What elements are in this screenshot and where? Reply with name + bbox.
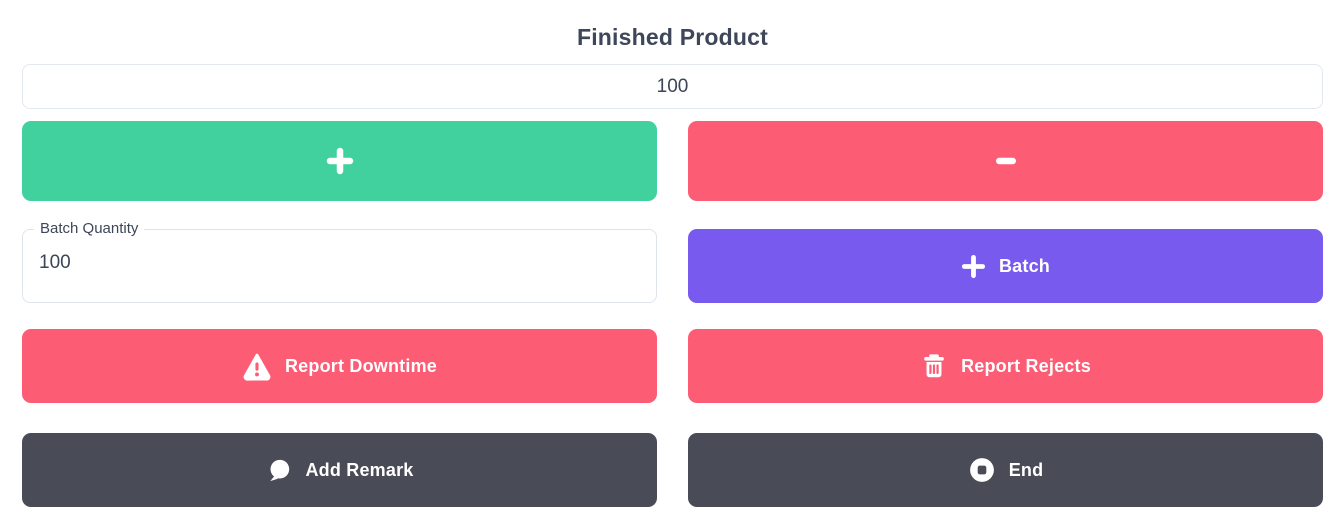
decrement-button[interactable] bbox=[688, 121, 1323, 201]
report-row: Report Downtime Report Rejects bbox=[22, 329, 1323, 403]
batch-quantity-value[interactable]: 100 bbox=[39, 252, 71, 273]
batch-quantity-label: Batch Quantity bbox=[34, 220, 145, 237]
report-rejects-button[interactable]: Report Rejects bbox=[688, 329, 1323, 403]
add-remark-button[interactable]: Add Remark bbox=[22, 433, 657, 507]
speech-bubble-icon bbox=[270, 459, 290, 481]
end-label: End bbox=[1008, 459, 1044, 480]
warning-triangle-icon bbox=[243, 353, 271, 381]
page-title: Finished Product bbox=[576, 24, 769, 50]
batch-quantity-field[interactable]: Batch Quantity 100 bbox=[22, 220, 657, 303]
add-remark-label: Add Remark bbox=[305, 459, 414, 480]
report-downtime-button[interactable]: Report Downtime bbox=[22, 329, 657, 403]
report-rejects-label: Report Rejects bbox=[961, 355, 1091, 376]
batch-row: Batch Quantity 100 Batch bbox=[22, 220, 1323, 303]
report-downtime-label: Report Downtime bbox=[284, 355, 437, 376]
increment-button[interactable] bbox=[22, 121, 657, 201]
minus-icon bbox=[995, 157, 1016, 165]
plus-icon bbox=[961, 254, 986, 278]
trash-icon bbox=[924, 354, 944, 378]
end-button[interactable]: End bbox=[688, 433, 1323, 507]
action-row: Add Remark End bbox=[22, 433, 1323, 507]
finished-product-input[interactable] bbox=[22, 64, 1323, 109]
stop-circle-icon bbox=[969, 458, 994, 482]
counter-row bbox=[22, 121, 1323, 201]
add-batch-label: Batch bbox=[998, 255, 1050, 276]
plus-icon bbox=[326, 147, 353, 175]
add-batch-button[interactable]: Batch bbox=[688, 229, 1323, 303]
